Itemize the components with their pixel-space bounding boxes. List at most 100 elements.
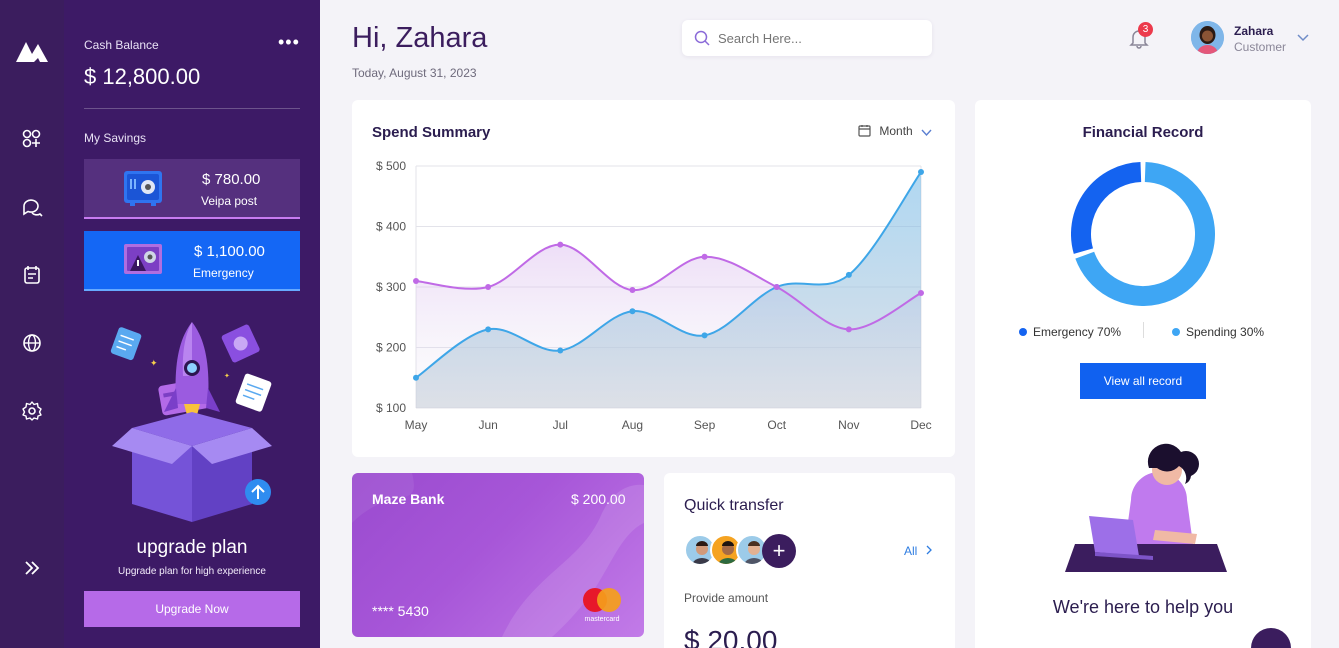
series-line-1: [415, 243, 922, 331]
svg-text:✦: ✦: [150, 359, 158, 369]
data-point: [413, 374, 419, 381]
avatar[interactable]: [1191, 21, 1224, 54]
card-balance: $ 200.00: [571, 491, 626, 507]
globe-icon[interactable]: [21, 332, 43, 354]
more-options-icon[interactable]: •••: [278, 32, 300, 52]
bank-card[interactable]: Maze Bank $ 200.00 **** 5430 mastercard: [352, 473, 644, 637]
chevron-down-icon: [921, 129, 932, 137]
donut-slice-spending: [1075, 162, 1215, 306]
date-label: Today, August 31, 2023: [352, 66, 477, 80]
legend-emergency: Emergency 70%: [1019, 325, 1121, 339]
search-box: [682, 20, 932, 56]
x-tick-label: May: [405, 418, 428, 432]
user-name: Zahara: [1234, 24, 1274, 38]
y-tick-label: $ 500: [376, 159, 406, 173]
legend-separator: [1143, 322, 1144, 338]
spend-line-chart: $ 500 $ 400 $ 300 $ 200 $ 100 May Jun Jul Aug Sep…: [376, 159, 932, 432]
upgrade-now-button[interactable]: Upgrade Now: [84, 591, 300, 627]
saving-amount: $ 1,100.00: [194, 243, 265, 260]
notification-bell[interactable]: 3: [1128, 22, 1153, 49]
financial-record-card: Financial Record Emergency 70% Spending …: [975, 100, 1311, 648]
chevron-down-icon[interactable]: [1297, 33, 1309, 43]
legend-dot: [1172, 328, 1180, 336]
data-point: [701, 253, 708, 260]
greeting-title: Hi, Zahara: [352, 22, 488, 54]
data-point: [918, 169, 924, 176]
y-tick-label: $ 400: [376, 220, 406, 234]
quick-transfer-card: Quick transfer + All Provide amount $ 20…: [664, 473, 955, 648]
upgrade-subtitle: Upgrade plan for high experience: [118, 566, 266, 577]
svg-text:✦: ✦: [224, 372, 230, 380]
chevron-right-icon: [926, 545, 932, 555]
legend-dot: [1019, 328, 1027, 336]
amount-value: $ 20.00: [684, 625, 778, 648]
data-point: [701, 332, 708, 339]
legend-spending: Spending 30%: [1172, 325, 1264, 339]
x-tick-label: Jun: [478, 418, 497, 432]
quick-transfer-title: Quick transfer: [684, 497, 784, 514]
savings-title: My Savings: [84, 131, 147, 145]
y-tick-label: $ 100: [376, 401, 406, 415]
x-tick-label: Jul: [553, 418, 568, 432]
data-point: [918, 290, 924, 297]
safe-icon: [122, 169, 164, 207]
period-select[interactable]: Month: [858, 124, 932, 138]
card-wave-pattern: [352, 473, 644, 637]
data-point: [557, 241, 564, 248]
mastercard-logo-icon: mastercard: [583, 588, 621, 623]
data-point: [557, 347, 564, 354]
data-point: [773, 284, 780, 290]
support-illustration: [1065, 443, 1227, 572]
settings-icon[interactable]: [21, 400, 43, 422]
data-point: [629, 308, 636, 315]
calendar-icon: [858, 125, 871, 137]
data-point: [485, 326, 492, 333]
rocket-box-illustration: ✦ ✦: [110, 322, 272, 522]
add-recipient-button[interactable]: +: [762, 534, 796, 568]
x-tick-label: Aug: [622, 418, 643, 432]
period-label: Month: [879, 124, 913, 138]
legend-label: Emergency 70%: [1033, 325, 1122, 339]
mastercard-wordmark: mastercard: [584, 616, 619, 623]
card-number: **** 5430: [372, 603, 429, 619]
spend-summary-title: Spend Summary: [372, 124, 491, 141]
cash-balance-value: $ 12,800.00: [84, 64, 201, 89]
financial-donut-chart: [1071, 162, 1215, 306]
financial-record-title: Financial Record: [1082, 124, 1204, 141]
icon-rail: [0, 0, 64, 648]
x-tick-label: Oct: [767, 418, 786, 432]
see-all-link[interactable]: All: [904, 544, 933, 558]
expand-icon[interactable]: [21, 557, 43, 579]
x-tick-label: Sep: [694, 418, 716, 432]
search-input[interactable]: [718, 31, 918, 46]
amount-label: Provide amount: [684, 591, 769, 605]
see-all-label: All: [904, 544, 918, 558]
search-icon: [694, 30, 710, 46]
logo-icon[interactable]: [16, 38, 48, 69]
chat-support-button[interactable]: [1251, 628, 1291, 648]
savings-panel: Cash Balance ••• $ 12,800.00 My Savings …: [64, 0, 320, 648]
data-point: [845, 271, 852, 278]
cash-balance-label: Cash Balance: [84, 38, 159, 52]
user-role: Customer: [1234, 40, 1287, 54]
data-point: [413, 277, 419, 284]
x-tick-label: Nov: [838, 418, 859, 432]
saving-item-emergency[interactable]: $ 1,100.00 Emergency: [84, 231, 300, 291]
calendar-icon[interactable]: [21, 264, 43, 286]
data-point: [845, 326, 852, 333]
divider: [84, 108, 300, 109]
saving-item-veipa[interactable]: $ 780.00 Veipa post: [84, 159, 300, 219]
saving-label: Emergency: [193, 266, 254, 280]
donut-slice-emergency: [1071, 162, 1142, 254]
x-tick-label: Dec: [910, 418, 931, 432]
view-all-record-button[interactable]: View all record: [1080, 363, 1206, 399]
chat-icon[interactable]: [21, 196, 43, 218]
y-tick-label: $ 300: [376, 280, 406, 294]
apps-icon[interactable]: [21, 128, 43, 150]
notification-badge: 3: [1138, 22, 1153, 37]
saving-label: Veipa post: [201, 194, 258, 208]
series-area-0: [416, 172, 921, 408]
y-tick-label: $ 200: [376, 341, 406, 355]
upgrade-title: upgrade plan: [136, 537, 248, 558]
emergency-icon: [122, 241, 164, 279]
